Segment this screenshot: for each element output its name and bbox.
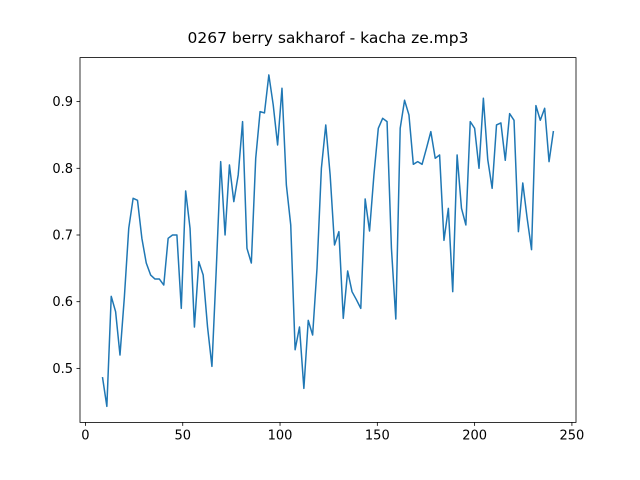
y-tick-label: 0.9 bbox=[52, 95, 73, 110]
x-tick-label: 50 bbox=[174, 428, 191, 443]
x-tick-label: 150 bbox=[365, 428, 390, 443]
axes-frame bbox=[79, 57, 577, 423]
x-tick-label: 250 bbox=[559, 428, 584, 443]
y-tick-label: 0.8 bbox=[52, 162, 73, 177]
y-tick-label: 0.5 bbox=[52, 362, 73, 377]
x-tick-label: 100 bbox=[268, 428, 293, 443]
x-tick-label: 200 bbox=[462, 428, 487, 443]
data-line bbox=[101, 74, 555, 408]
y-tick-label: 0.7 bbox=[52, 228, 73, 243]
y-tick-label: 0.6 bbox=[52, 295, 73, 310]
chart-title: 0267 berry sakharof - kacha ze.mp3 bbox=[188, 29, 469, 47]
x-tick-label: 0 bbox=[81, 428, 89, 443]
